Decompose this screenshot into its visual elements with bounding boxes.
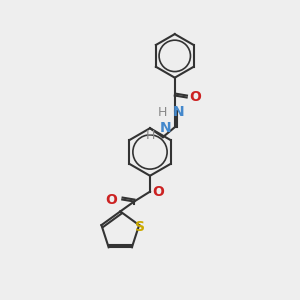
Text: N: N: [173, 105, 184, 119]
Text: O: O: [105, 193, 117, 206]
Text: H: H: [158, 106, 167, 119]
Text: N: N: [160, 121, 172, 135]
Text: O: O: [190, 91, 202, 104]
Text: H: H: [146, 129, 155, 142]
Text: S: S: [135, 220, 145, 234]
Text: O: O: [152, 184, 164, 199]
